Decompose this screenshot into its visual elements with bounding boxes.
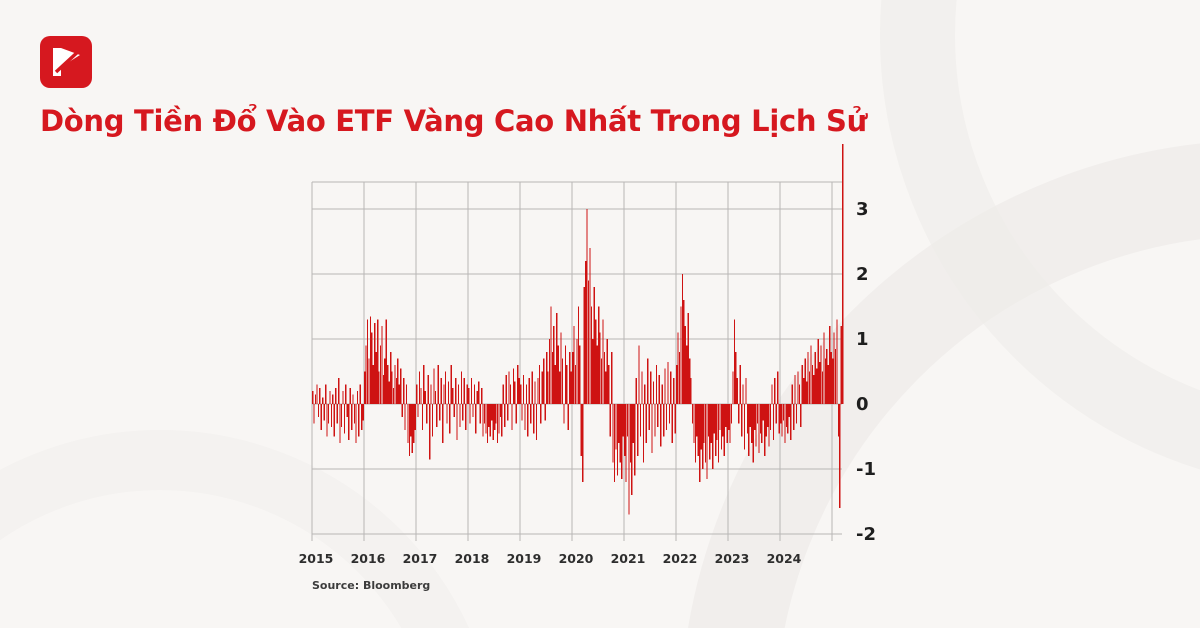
svg-text:2016: 2016: [351, 551, 386, 566]
svg-text:2019: 2019: [507, 551, 542, 566]
svg-text:1: 1: [856, 329, 869, 350]
chart-source-label: Source: Bloomberg: [312, 579, 431, 592]
brand-logo-icon: [53, 47, 83, 76]
etf-flow-chart-svg: 3 2 1 0 -1 -2 2015 2016 2017 2018 2019 2020 2021 2022…: [299, 144, 876, 566]
svg-text:0: 0: [856, 394, 869, 415]
svg-text:2018: 2018: [455, 551, 490, 566]
page-title: Dòng Tiền Đổ Vào ETF Vàng Cao Nhất Trong…: [40, 104, 867, 138]
svg-text:2020: 2020: [559, 551, 594, 566]
svg-text:-2: -2: [856, 524, 876, 545]
gold-etf-flow-chart: 3 2 1 0 -1 -2 2015 2016 2017 2018 2019 2020 2021 2022…: [298, 134, 898, 592]
svg-text:-1: -1: [856, 459, 876, 480]
svg-text:2015: 2015: [299, 551, 334, 566]
svg-text:2021: 2021: [611, 551, 646, 566]
svg-text:2024: 2024: [767, 551, 802, 566]
svg-text:2017: 2017: [403, 551, 438, 566]
svg-text:2023: 2023: [715, 551, 750, 566]
svg-text:2: 2: [856, 264, 869, 285]
svg-text:3: 3: [856, 199, 869, 220]
svg-text:2022: 2022: [663, 551, 698, 566]
brand-logo: [40, 36, 92, 88]
